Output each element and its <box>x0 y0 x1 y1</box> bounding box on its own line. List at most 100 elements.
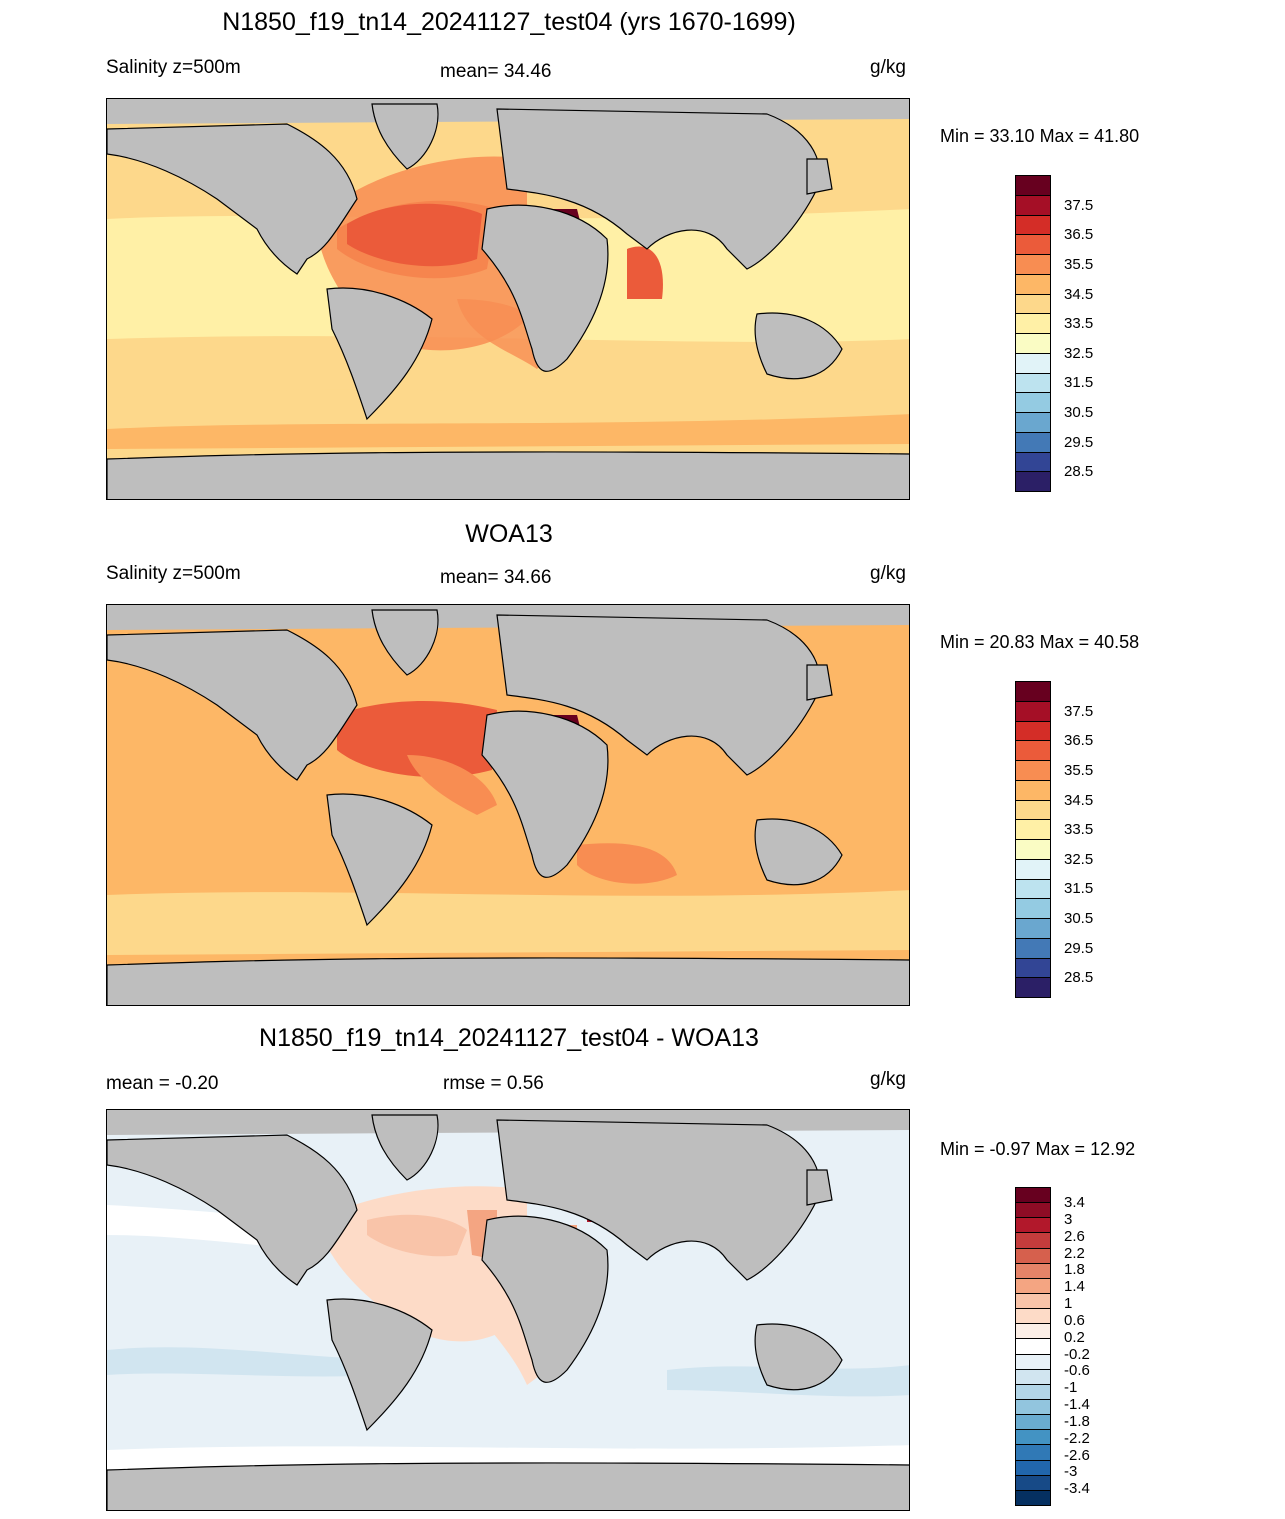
colorbar-swatch <box>1015 1489 1051 1506</box>
units-label: g/kg <box>870 563 906 584</box>
panel-title: N1850_f19_tn14_20241127_test04 - WOA13 <box>259 1024 759 1052</box>
panel-title: WOA13 <box>465 520 553 548</box>
colorbar-swatch <box>1015 412 1051 433</box>
colorbar-label: 31.5 <box>1064 880 1094 898</box>
colorbar-swatch <box>1015 175 1051 196</box>
colorbar-label: 37.5 <box>1064 702 1094 720</box>
colorbar-swatch <box>1015 372 1051 394</box>
colorbar-label: -2.2 <box>1064 1429 1090 1447</box>
mean-label: mean= 34.46 <box>440 61 552 82</box>
colorbar-swatch <box>1015 1293 1051 1310</box>
colorbar-swatch <box>1015 273 1051 295</box>
colorbar-label: 1 <box>1064 1295 1073 1313</box>
units-label: g/kg <box>870 57 906 78</box>
colorbar-swatch <box>1015 977 1051 998</box>
colorbar-swatch <box>1015 700 1051 722</box>
salinity-map-diff <box>106 1109 910 1511</box>
colorbar-swatch <box>1015 1232 1051 1249</box>
colorbar-label: -1 <box>1064 1379 1078 1397</box>
min-max-label: Min = -0.97 Max = 12.92 <box>940 1139 1136 1159</box>
colorbar-label: 3.4 <box>1064 1194 1085 1212</box>
colorbar-swatch <box>1015 1277 1051 1294</box>
colorbar-label: 28.5 <box>1064 463 1094 481</box>
colorbar-swatch <box>1015 451 1051 473</box>
colorbar-label: 2.2 <box>1064 1244 1085 1262</box>
colorbar-swatch <box>1015 392 1051 413</box>
colorbar-swatch <box>1015 1459 1051 1476</box>
colorbar-swatch <box>1015 333 1051 354</box>
colorbar-swatch <box>1015 471 1051 492</box>
variable-label: Salinity z=500m <box>106 57 241 78</box>
colorbar-swatch <box>1015 1247 1051 1264</box>
colorbar-swatch <box>1015 1429 1051 1446</box>
colorbar-label: 29.5 <box>1064 939 1094 957</box>
colorbar-label: 0.6 <box>1064 1311 1085 1329</box>
colorbar-swatch <box>1015 214 1051 236</box>
colorbar-swatch <box>1015 1187 1051 1204</box>
min-max-label: Min = 33.10 Max = 41.80 <box>940 126 1140 146</box>
colorbar-swatch <box>1015 1368 1051 1385</box>
colorbar-label: 35.5 <box>1064 255 1094 273</box>
colorbar-label: 29.5 <box>1064 433 1094 451</box>
rmse-label: rmse = 0.56 <box>443 1073 544 1094</box>
colorbar-swatch <box>1015 1338 1051 1355</box>
colorbar-swatch <box>1015 819 1051 840</box>
colorbar-swatch <box>1015 1383 1051 1400</box>
colorbar-swatch <box>1015 254 1051 275</box>
colorbar-swatch <box>1015 858 1051 880</box>
colorbar-swatch <box>1015 681 1051 702</box>
colorbar-swatch <box>1015 1353 1051 1370</box>
colorbar-swatch <box>1015 898 1051 919</box>
panel-title: N1850_f19_tn14_20241127_test04 (yrs 1670… <box>222 8 796 36</box>
salinity-map-model <box>106 98 910 500</box>
units-label: g/kg <box>870 1069 906 1090</box>
colorbar-swatch <box>1015 313 1051 334</box>
colorbar-label: -2.6 <box>1064 1446 1090 1464</box>
colorbar-label: 31.5 <box>1064 374 1094 392</box>
colorbar-swatch <box>1015 234 1051 255</box>
colorbar-label: 37.5 <box>1064 196 1094 214</box>
colorbar-label: -1.4 <box>1064 1396 1090 1414</box>
colorbar-swatch <box>1015 1262 1051 1279</box>
colorbar-swatch <box>1015 1323 1051 1340</box>
colorbar-swatch <box>1015 1414 1051 1431</box>
colorbar <box>1015 1187 1051 1506</box>
colorbar-label: 36.5 <box>1064 732 1094 750</box>
colorbar-label: 35.5 <box>1064 761 1094 779</box>
min-max-label: Min = 20.83 Max = 40.58 <box>940 632 1140 652</box>
colorbar-label: -0.2 <box>1064 1345 1090 1363</box>
colorbar-label: 0.2 <box>1064 1328 1085 1346</box>
colorbar-swatch <box>1015 740 1051 761</box>
colorbar-swatch <box>1015 352 1051 374</box>
colorbar-label: 33.5 <box>1064 315 1094 333</box>
colorbar-label: 3 <box>1064 1210 1073 1228</box>
colorbar-swatch <box>1015 1202 1051 1219</box>
colorbar-label: 32.5 <box>1064 850 1094 868</box>
colorbar-swatch <box>1015 878 1051 900</box>
colorbar-label: 32.5 <box>1064 344 1094 362</box>
colorbar-label: -1.8 <box>1064 1412 1090 1430</box>
colorbar <box>1015 175 1051 492</box>
variable-label: Salinity z=500m <box>106 563 241 584</box>
colorbar-label: -3.4 <box>1064 1480 1090 1498</box>
colorbar-label: 30.5 <box>1064 910 1094 927</box>
colorbar-label: 34.5 <box>1064 285 1094 303</box>
colorbar-swatch <box>1015 1444 1051 1461</box>
colorbar-label: 28.5 <box>1064 969 1094 987</box>
colorbar-swatch <box>1015 293 1051 315</box>
colorbar-swatch <box>1015 779 1051 801</box>
colorbar-label: 34.5 <box>1064 791 1094 809</box>
colorbar-label: 1.4 <box>1064 1278 1085 1296</box>
colorbar-label: 2.6 <box>1064 1227 1085 1245</box>
colorbar-swatch <box>1015 937 1051 959</box>
salinity-map-obs <box>106 604 910 1006</box>
mean-label: mean= 34.66 <box>440 567 552 588</box>
colorbar-swatch <box>1015 1399 1051 1416</box>
colorbar-label: 1.8 <box>1064 1261 1085 1279</box>
colorbar-label: -0.6 <box>1064 1362 1090 1380</box>
colorbar-swatch <box>1015 194 1051 216</box>
colorbar-label: 30.5 <box>1064 404 1094 421</box>
colorbar-swatch <box>1015 918 1051 939</box>
colorbar-label: -3 <box>1064 1463 1078 1481</box>
colorbar <box>1015 681 1051 998</box>
